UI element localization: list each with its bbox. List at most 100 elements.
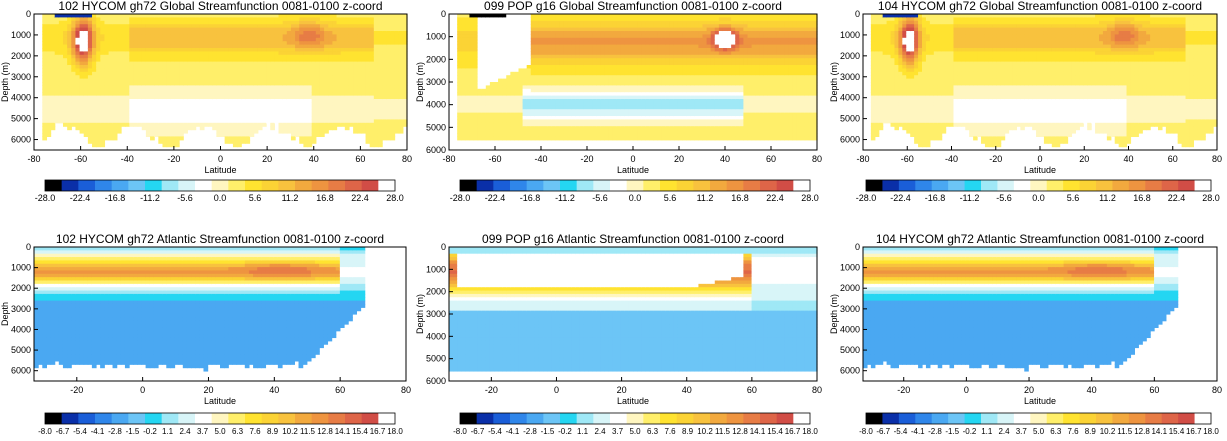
- contour-cell: [141, 85, 147, 90]
- contour-cell: [42, 119, 48, 124]
- contour-cell: [112, 116, 118, 120]
- contour-cell: [100, 37, 106, 42]
- x-tick-label: -80: [27, 154, 40, 164]
- contour-cell: [141, 71, 147, 76]
- contour-cell: [133, 65, 139, 69]
- contour-cell: [166, 24, 172, 29]
- contour-cell: [71, 122, 77, 127]
- contour-cell: [79, 34, 85, 39]
- contour-cell: [79, 95, 85, 100]
- contour-cell: [104, 37, 110, 42]
- contour-cell: [158, 133, 164, 137]
- contour-cell: [228, 82, 234, 86]
- contour-cell: [506, 20, 511, 25]
- contour-cell: [141, 105, 147, 110]
- contour-cell: [179, 14, 184, 18]
- contour-cell: [187, 27, 193, 32]
- contour-cell: [154, 75, 159, 80]
- contour-cell: [145, 133, 151, 137]
- contour-cell: [220, 37, 226, 42]
- contour-cell: [212, 24, 217, 29]
- contour-cell: [166, 92, 172, 97]
- contour-cell: [373, 143, 379, 148]
- contour-cell: [199, 17, 205, 22]
- contour-cell: [129, 88, 135, 93]
- contour-cell: [104, 82, 110, 86]
- x-tick-label: 60: [355, 154, 365, 164]
- contour-cell: [63, 37, 68, 42]
- contour-cell: [75, 20, 81, 25]
- contour-cell: [191, 44, 197, 49]
- contour-cell: [232, 41, 238, 46]
- contour-cell: [50, 99, 56, 103]
- contour-cell: [145, 34, 151, 39]
- contour-cell: [212, 68, 217, 73]
- contour-cell: [162, 116, 168, 120]
- contour-cell: [42, 129, 48, 134]
- contour-cell: [162, 78, 168, 83]
- contour-cell: [522, 126, 528, 131]
- contour-cell: [104, 119, 110, 124]
- contour-cell: [390, 126, 396, 131]
- contour-cell: [129, 65, 135, 69]
- contour-cell: [224, 95, 230, 100]
- contour-cell: [166, 58, 172, 63]
- contour-cell: [50, 82, 56, 86]
- contour-cell: [228, 17, 234, 22]
- contour-cell: [547, 136, 552, 141]
- contour-cell: [96, 37, 101, 42]
- colorbar-swatch: [78, 180, 96, 191]
- contour-cell: [270, 126, 275, 131]
- colorbar: -28.0 -22.4 -16.8 -11.2 -5.6 0.0 5.6 11.2 16.8 22…: [35, 179, 404, 203]
- contour-cell: [67, 95, 72, 100]
- contour-cell: [150, 92, 155, 97]
- contour-cell: [129, 27, 135, 32]
- contour-cell: [108, 85, 114, 90]
- contour-cell: [58, 99, 64, 103]
- contour-cell: [104, 54, 110, 59]
- contour-cell: [162, 17, 168, 22]
- contour-cell: [100, 82, 106, 86]
- contour-cell: [224, 34, 230, 39]
- contour-cell: [133, 88, 139, 93]
- contour-cell: [96, 14, 101, 18]
- contour-cell: [87, 34, 93, 39]
- contour-cell: [83, 37, 89, 42]
- contour-cell: [63, 17, 68, 22]
- contour-cell: [295, 126, 300, 131]
- contour-cell: [216, 24, 222, 29]
- contour-cell: [92, 75, 97, 80]
- contour-cell: [154, 65, 159, 69]
- contour-cell: [125, 122, 130, 127]
- contour-cell: [116, 126, 122, 131]
- contour-cell: [108, 31, 114, 35]
- contour-cell: [195, 105, 201, 110]
- colorbar-swatch: [345, 180, 363, 191]
- contour-cell: [170, 27, 176, 32]
- contour-cell: [83, 58, 89, 63]
- contour-cell: [174, 20, 180, 25]
- contour-cell: [208, 122, 213, 127]
- contour-cell: [174, 41, 180, 46]
- contour-cell: [199, 44, 205, 49]
- contour-cell: [600, 20, 605, 25]
- contour-cell: [232, 51, 238, 56]
- contour-cell: [208, 65, 213, 69]
- contour-cell: [42, 48, 48, 52]
- contour-cell: [373, 136, 379, 141]
- contour-cell: [96, 51, 101, 56]
- contour-cell: [96, 116, 101, 120]
- contour-cell: [203, 41, 209, 46]
- contour-cell: [166, 78, 172, 83]
- contour-cell: [187, 37, 193, 42]
- contour-cell: [237, 65, 242, 69]
- contour-cell: [616, 126, 622, 131]
- contour-cell: [266, 20, 271, 25]
- contour-cell: [129, 17, 135, 22]
- contour-cell: [199, 27, 205, 32]
- contour-cell: [58, 48, 64, 52]
- contour-cell: [137, 48, 143, 52]
- contour-cell: [100, 116, 106, 120]
- contour-cell: [133, 68, 139, 73]
- contour-cell: [141, 61, 147, 66]
